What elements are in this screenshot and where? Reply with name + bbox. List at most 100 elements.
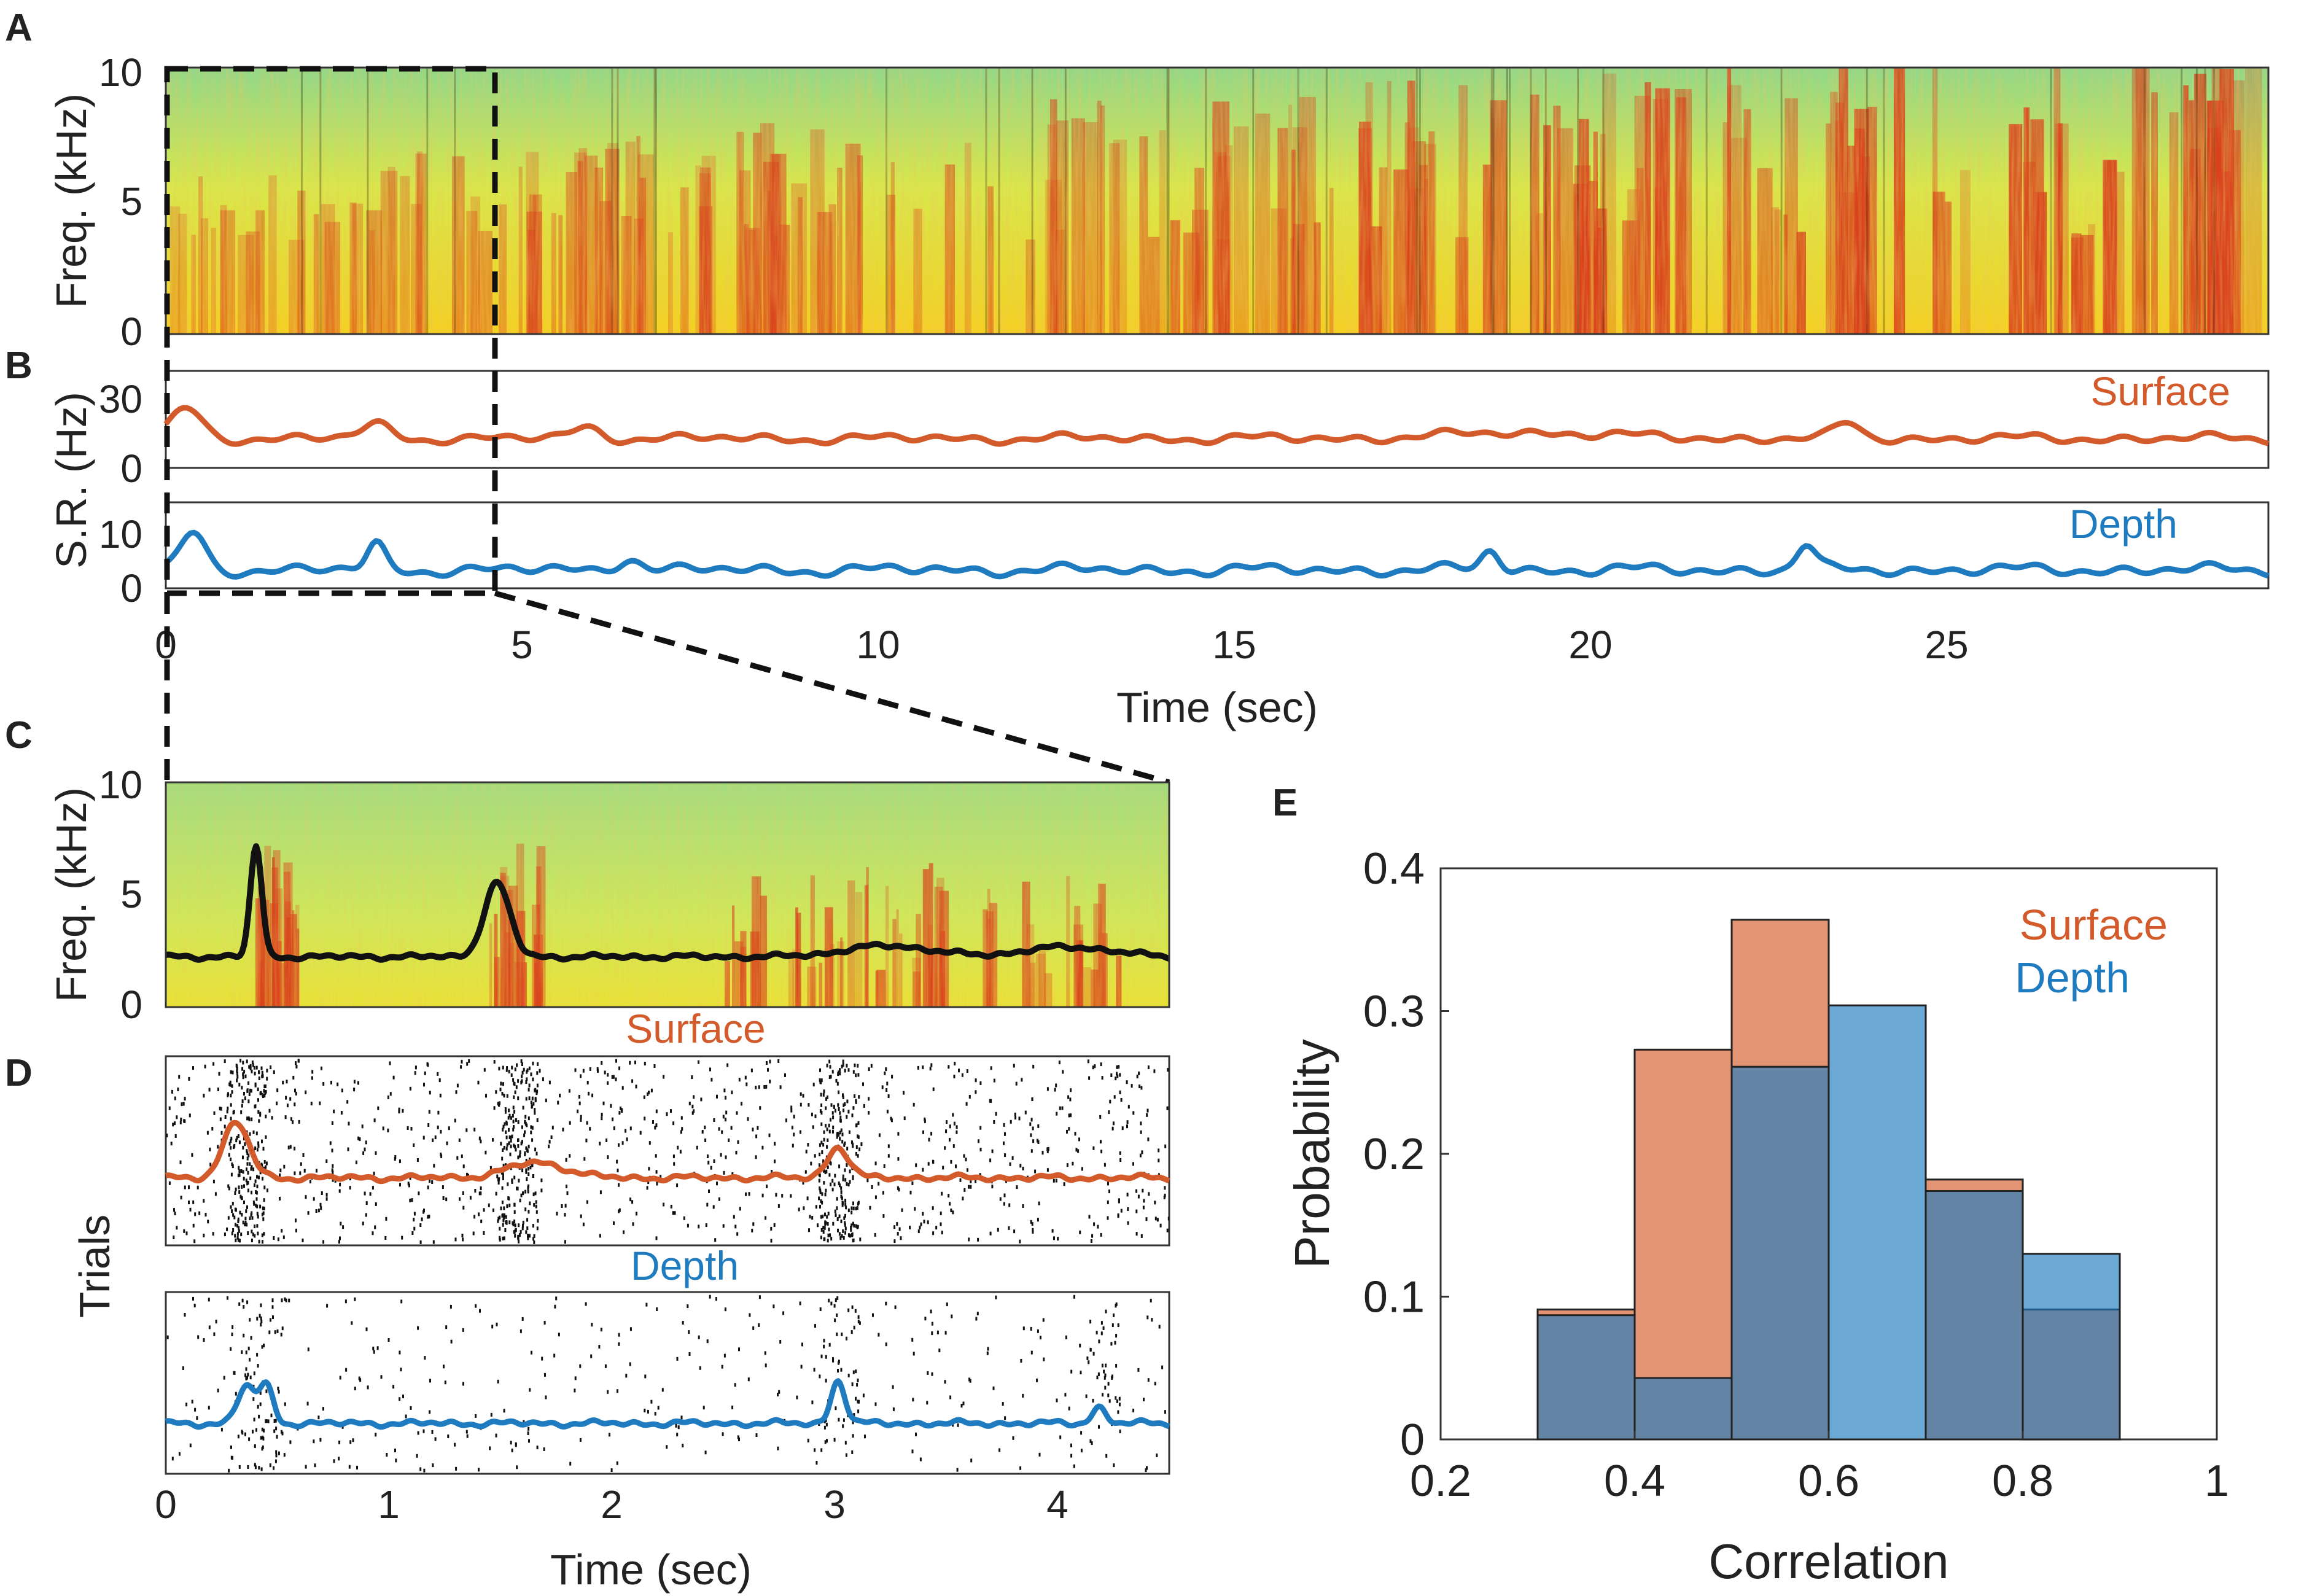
- spike: [963, 1154, 965, 1158]
- spike: [809, 1215, 811, 1219]
- spike: [505, 1146, 508, 1151]
- spike: [823, 1169, 825, 1173]
- spike: [610, 1104, 612, 1108]
- spike: [251, 1117, 253, 1121]
- spike: [516, 1465, 518, 1469]
- spike: [246, 1088, 249, 1092]
- spike: [557, 1100, 559, 1105]
- b-xtick-25: 25: [1925, 623, 1968, 667]
- spike: [857, 1064, 859, 1068]
- spike: [836, 1206, 838, 1210]
- spike: [822, 1230, 825, 1234]
- spike: [544, 1372, 546, 1377]
- spike: [513, 1175, 516, 1180]
- spike: [724, 1307, 726, 1312]
- spike: [236, 1067, 238, 1071]
- spike: [1086, 1356, 1089, 1360]
- spike: [241, 1350, 243, 1354]
- spike: [991, 1185, 994, 1189]
- spike: [260, 1319, 263, 1323]
- spike: [819, 1186, 821, 1191]
- spike: [242, 1170, 244, 1174]
- spike: [542, 1077, 544, 1081]
- spike: [320, 1206, 322, 1210]
- spike: [828, 1228, 830, 1232]
- spike: [458, 1138, 461, 1142]
- spike: [1120, 1098, 1123, 1102]
- spike: [913, 1352, 915, 1356]
- spike: [823, 1419, 826, 1423]
- spike: [508, 1135, 511, 1139]
- spike: [508, 1196, 510, 1201]
- spike: [1040, 1336, 1041, 1340]
- spike: [1146, 1108, 1149, 1113]
- spike: [855, 1396, 857, 1401]
- spike: [714, 1238, 717, 1242]
- spike: [340, 1221, 342, 1226]
- spike: [432, 1463, 434, 1468]
- spike: [517, 1120, 520, 1124]
- spike: [589, 1127, 591, 1131]
- spike: [247, 1372, 249, 1377]
- spike: [230, 1347, 232, 1351]
- spike: [852, 1201, 854, 1205]
- spike: [260, 1323, 262, 1327]
- spike: [258, 1239, 260, 1244]
- spike: [227, 1296, 228, 1300]
- spike: [536, 1226, 539, 1231]
- spike: [240, 1110, 243, 1115]
- spike: [274, 1419, 277, 1423]
- spike: [1136, 1075, 1138, 1079]
- spike: [693, 1095, 695, 1099]
- spike: [246, 1059, 248, 1064]
- spike: [548, 1080, 551, 1084]
- d-surface-spikes: [166, 1059, 1169, 1244]
- spike: [505, 1120, 508, 1124]
- spike: [521, 1062, 523, 1066]
- spike: [855, 1145, 858, 1150]
- spike: [529, 1201, 531, 1205]
- spike: [492, 1138, 494, 1142]
- spike: [245, 1376, 247, 1380]
- spike: [502, 1065, 504, 1070]
- spike: [623, 1230, 625, 1234]
- spike: [839, 1068, 841, 1072]
- spike: [260, 1316, 262, 1320]
- spike: [251, 1216, 254, 1220]
- spike: [246, 1181, 249, 1186]
- spike: [748, 1192, 750, 1196]
- spike: [359, 1137, 361, 1142]
- spike: [830, 1237, 833, 1241]
- spike: [230, 1158, 232, 1162]
- spike: [791, 1126, 793, 1130]
- spike: [300, 1162, 302, 1166]
- spike: [246, 1167, 247, 1172]
- spike: [349, 1186, 351, 1190]
- spike: [255, 1428, 257, 1432]
- spike: [975, 1179, 977, 1183]
- spike: [617, 1389, 618, 1393]
- spike: [1146, 1315, 1149, 1320]
- spike: [833, 1304, 836, 1308]
- spike: [527, 1184, 529, 1188]
- spike: [829, 1065, 831, 1069]
- spike: [823, 1226, 826, 1230]
- spike: [254, 1463, 256, 1467]
- spike: [679, 1150, 682, 1154]
- spike: [539, 1069, 541, 1073]
- spike: [338, 1189, 341, 1193]
- spike: [824, 1440, 827, 1444]
- spike: [826, 1215, 828, 1219]
- spike: [744, 1075, 747, 1080]
- spike: [241, 1086, 243, 1090]
- spike: [836, 1197, 838, 1201]
- e-legend-surface: Surface: [2020, 901, 2168, 949]
- spike: [731, 1405, 734, 1409]
- e-depth-bar: [1536, 1314, 1636, 1441]
- spike: [823, 1237, 825, 1242]
- spike: [657, 1406, 660, 1410]
- spike: [518, 1233, 521, 1237]
- spike: [232, 1164, 234, 1169]
- spike: [1135, 1232, 1138, 1236]
- spike: [750, 1069, 753, 1073]
